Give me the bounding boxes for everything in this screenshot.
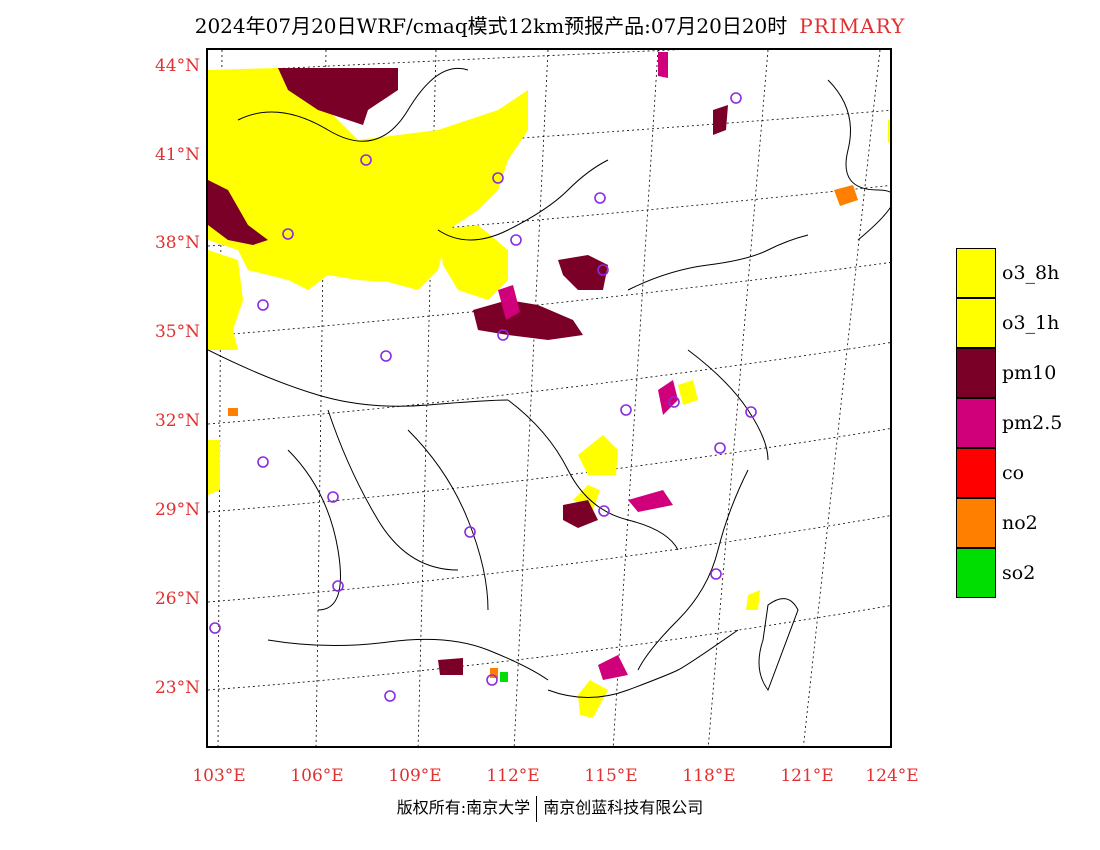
title-text: 2024年07月20日WRF/cmaq模式12km预报产品:07月20日20时 bbox=[194, 14, 788, 38]
legend-swatch bbox=[956, 548, 996, 598]
pm10-region-central bbox=[473, 300, 583, 340]
borders bbox=[208, 67, 890, 698]
lat-label: 26°N bbox=[154, 589, 200, 609]
legend-swatch bbox=[956, 298, 996, 348]
legend-label: no2 bbox=[1002, 512, 1038, 534]
copyright-divider bbox=[536, 795, 538, 822]
lat-label: 38°N bbox=[154, 233, 200, 253]
o3-region-east bbox=[888, 120, 890, 143]
legend-label: so2 bbox=[1002, 562, 1036, 584]
no2-region-sw bbox=[228, 408, 238, 416]
o3-region-shanxi bbox=[438, 225, 508, 300]
o3-region-hubei bbox=[578, 435, 618, 475]
lat-label: 23°N bbox=[154, 678, 200, 698]
o3-region-gd bbox=[578, 680, 608, 718]
legend-swatch bbox=[956, 348, 996, 398]
legend-label: o3_8h bbox=[1002, 262, 1060, 284]
o3-region-sw bbox=[208, 440, 220, 495]
lon-label: 118°E bbox=[682, 766, 736, 786]
no2-region-korea bbox=[834, 185, 858, 206]
o3-region-west bbox=[208, 250, 243, 350]
legend-label: co bbox=[1002, 462, 1025, 484]
pm10-region-nw bbox=[278, 68, 398, 125]
so2-region-gd bbox=[500, 672, 508, 682]
lon-label: 121°E bbox=[780, 766, 834, 786]
map-title: 2024年07月20日WRF/cmaq模式12km预报产品:07月20日20时 P… bbox=[0, 10, 1100, 39]
pm10-region-west bbox=[208, 180, 268, 245]
lat-label: 29°N bbox=[154, 500, 200, 520]
title-tag: PRIMARY bbox=[799, 14, 906, 38]
map-panel bbox=[206, 48, 892, 748]
pm25-region-gd bbox=[598, 655, 628, 680]
legend-label: pm2.5 bbox=[1002, 412, 1063, 434]
pm10-region-gx bbox=[438, 658, 463, 675]
pollution-map bbox=[208, 50, 890, 746]
legend-label: o3_1h bbox=[1002, 312, 1060, 334]
lon-label: 124°E bbox=[865, 766, 919, 786]
lon-label: 115°E bbox=[584, 766, 638, 786]
o3-region-fujian bbox=[746, 590, 760, 610]
copyright-company: 南京创蓝科技有限公司 bbox=[543, 798, 704, 817]
pm25-region-henan bbox=[498, 285, 520, 320]
copyright: 版权所有:南京大学 南京创蓝科技有限公司 bbox=[0, 794, 1100, 822]
o3-region-north bbox=[208, 68, 528, 290]
pm10-region-jiangxi bbox=[563, 500, 598, 528]
lat-label: 32°N bbox=[154, 411, 200, 431]
o3-region-jiangxi bbox=[573, 485, 600, 510]
copyright-owner: 版权所有:南京大学 bbox=[396, 798, 531, 817]
lat-label: 41°N bbox=[154, 145, 200, 165]
legend-swatch bbox=[956, 248, 996, 298]
legend-swatch bbox=[956, 498, 996, 548]
pm10-region-shandong bbox=[558, 255, 608, 290]
lat-label: 44°N bbox=[154, 56, 200, 76]
legend-label: pm10 bbox=[1002, 362, 1057, 384]
no2-region-gd bbox=[490, 668, 498, 678]
pm10-region-liaoning bbox=[713, 105, 728, 135]
pm25-region-anhui bbox=[658, 380, 678, 415]
lat-label: 35°N bbox=[154, 322, 200, 342]
pollution-fields bbox=[208, 52, 890, 718]
pm25-region-north bbox=[658, 52, 668, 78]
o3-region-anhui bbox=[678, 380, 698, 405]
lon-label: 106°E bbox=[290, 766, 344, 786]
lon-label: 103°E bbox=[192, 766, 246, 786]
legend-swatch bbox=[956, 448, 996, 498]
monitoring-stations bbox=[209, 92, 757, 702]
legend-swatch bbox=[956, 398, 996, 448]
pm25-region-fujian bbox=[628, 490, 673, 512]
lon-label: 112°E bbox=[486, 766, 540, 786]
lon-label: 109°E bbox=[388, 766, 442, 786]
